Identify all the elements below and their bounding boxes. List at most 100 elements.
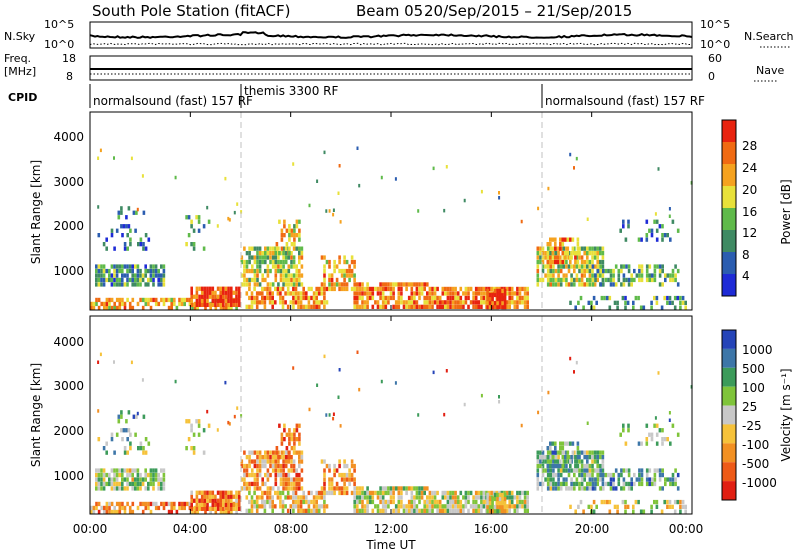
power-cell [459, 295, 463, 301]
power-cell [286, 304, 290, 309]
velocity-cell [491, 508, 494, 514]
power-cell [245, 259, 249, 265]
power-cell [546, 255, 550, 260]
power-cell [108, 277, 111, 283]
velocity-cell [508, 499, 511, 505]
power-cell [113, 273, 116, 278]
power-cell [676, 268, 680, 274]
power-cell [586, 255, 589, 260]
velocity-cell [268, 499, 272, 505]
power-cell [376, 291, 380, 296]
power-cell [167, 305, 171, 311]
power-cell [397, 286, 401, 292]
velocity-cell [480, 508, 483, 513]
velocity-cell [271, 508, 274, 513]
power-cell [645, 237, 649, 242]
power-cell [363, 286, 367, 292]
velocity-cell [454, 504, 457, 509]
power-cell [264, 251, 267, 256]
power-cell [501, 296, 504, 302]
power-cell [418, 304, 421, 309]
power-cell [287, 264, 291, 269]
power-cell [428, 286, 432, 292]
velocity-cell [261, 455, 264, 460]
velocity-cell [235, 490, 238, 495]
power-cell [491, 296, 494, 302]
velocity-cell [586, 481, 589, 487]
velocity-cell [387, 499, 390, 505]
velocity-cell [353, 463, 356, 469]
power-cell [635, 273, 639, 278]
power-cell [310, 286, 313, 292]
vel-cbar-tick-25: 25 [742, 400, 757, 414]
velocity-cell [108, 501, 111, 507]
power-cell [655, 237, 659, 242]
power-colorbar-swatch [722, 208, 736, 230]
velocity-cell [126, 437, 129, 442]
power-cell [381, 300, 385, 305]
power-cell [588, 259, 592, 265]
velocity-cell [379, 508, 382, 513]
power-cell [165, 297, 168, 303]
velocity-cell [356, 490, 359, 496]
velocity-cell [501, 500, 504, 506]
power-cell [266, 268, 270, 274]
velocity-cell [601, 463, 605, 469]
velocity-cell [289, 504, 293, 509]
power-cell [650, 228, 654, 233]
power-cell [200, 298, 204, 303]
velocity-cell [113, 505, 116, 511]
power-cell [387, 282, 390, 287]
velocity-cell [149, 481, 153, 487]
velocity-cell [108, 505, 111, 511]
velocity-cell [323, 472, 326, 478]
power-cell [580, 255, 584, 260]
power-cell [253, 273, 257, 278]
velocity-cell [113, 450, 116, 455]
velocity-cell [152, 468, 155, 473]
velocity-cell [573, 481, 576, 487]
power-cell [601, 264, 605, 269]
power-cell [549, 255, 552, 260]
power-cell [115, 305, 119, 311]
power-cell [557, 251, 560, 256]
power-cell [274, 251, 278, 256]
power-cell [546, 273, 550, 278]
velocity-cell [190, 490, 193, 495]
velocity-cell [299, 504, 303, 509]
power-cell [113, 305, 116, 311]
power-cell [669, 273, 672, 278]
power-cell [338, 259, 341, 265]
power-cell [397, 282, 401, 287]
power-cell [193, 305, 197, 311]
velocity-cell [216, 498, 220, 503]
power-colorbar-swatch [722, 186, 736, 208]
power-cell [546, 259, 550, 265]
power-cell [627, 224, 630, 229]
power-cell [183, 297, 186, 303]
velocity-cell [454, 508, 457, 513]
power-cell [578, 268, 581, 274]
velocity-cell [333, 490, 336, 496]
power-cell [253, 246, 257, 251]
velocity-cell [653, 477, 657, 482]
power-cell [261, 251, 264, 256]
power-cell [474, 291, 478, 296]
power-cell [443, 208, 446, 213]
power-cell [197, 219, 201, 224]
velocity-cell [216, 428, 219, 432]
power-cell [474, 286, 478, 292]
velocity-cell [243, 486, 246, 491]
power-cell [505, 300, 509, 305]
power-cell [415, 282, 419, 287]
power-cell [353, 295, 356, 301]
velocity-cell [394, 504, 398, 509]
power-cell [292, 255, 296, 260]
power-cell [308, 203, 311, 208]
power-cell [348, 264, 351, 269]
power-cell [608, 305, 612, 310]
power-cell [191, 305, 194, 311]
velocity-cell [356, 508, 359, 513]
power-cell [115, 277, 119, 283]
velocity-cell [298, 486, 301, 491]
